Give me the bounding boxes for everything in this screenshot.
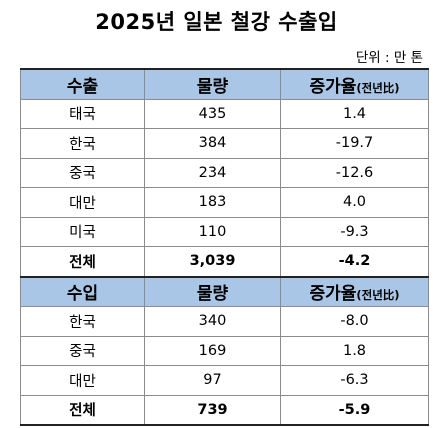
page-title: 2025년 일본 철강 수출입 [95,10,338,34]
country-cell: 중국 [20,335,145,366]
import-header-change: 증가율(전년比) [280,276,429,307]
volume-cell: 110 [144,216,281,247]
change-cell: 1.8 [280,335,429,366]
change-cell: 1.4 [280,98,429,129]
country-cell: 한국 [20,128,145,159]
import-header-change-sub: (전년比) [356,288,400,303]
import-header-volume: 물량 [144,276,281,307]
export-header-change-sub: (전년比) [356,80,400,95]
volume-cell: 169 [144,335,281,366]
country-cell: 미국 [20,216,145,247]
volume-cell: 97 [144,365,281,396]
export-header-label: 수출 [20,68,145,100]
change-cell: -12.6 [280,157,429,188]
country-cell: 태국 [20,98,145,129]
change-cell: -19.7 [280,128,429,159]
volume-cell: 234 [144,157,281,188]
import-header-label: 수입 [20,276,145,307]
volume-cell: 384 [144,128,281,159]
import-header-change-label: 증가율 [309,284,357,305]
total-change: -4.2 [280,246,429,278]
country-cell: 대만 [20,365,145,396]
change-cell: 4.0 [280,187,429,218]
country-cell: 대만 [20,187,145,218]
volume-cell: 183 [144,187,281,218]
table-row: 한국 340 -8.0 [20,306,429,337]
total-volume: 3,039 [144,246,281,278]
export-total-row: 전체 3,039 -4.2 [20,246,429,278]
table-row: 태국 435 1.4 [20,98,429,129]
export-header-change: 증가율(전년比) [280,68,429,100]
table-row: 중국 234 -12.6 [20,157,429,188]
total-label: 전체 [20,394,145,426]
table-row: 대만 97 -6.3 [20,365,429,396]
table-row: 중국 169 1.8 [20,335,429,366]
total-change: -5.9 [280,394,429,426]
export-header-change-label: 증가율 [309,76,357,97]
country-cell: 한국 [20,306,145,337]
change-cell: -9.3 [280,216,429,247]
unit-label: 단위 : 만 톤 [355,50,423,66]
volume-cell: 340 [144,306,281,337]
total-label: 전체 [20,246,145,278]
table-row: 미국 110 -9.3 [20,216,429,247]
country-cell: 중국 [20,157,145,188]
export-header-volume: 물량 [144,68,281,100]
change-cell: -8.0 [280,306,429,337]
import-total-row: 전체 739 -5.9 [20,394,429,426]
table-row: 대만 183 4.0 [20,187,429,218]
table-row: 한국 384 -19.7 [20,128,429,159]
change-cell: -6.3 [280,365,429,396]
import-header-row: 수입 물량 증가율(전년比) [20,276,429,307]
export-header-row: 수출 물량 증가율(전년比) [20,68,429,100]
volume-cell: 435 [144,98,281,129]
total-volume: 739 [144,394,281,426]
steel-trade-table: 수출 물량 증가율(전년比) 태국 435 1.4 한국 384 -19.7 중… [20,68,429,426]
